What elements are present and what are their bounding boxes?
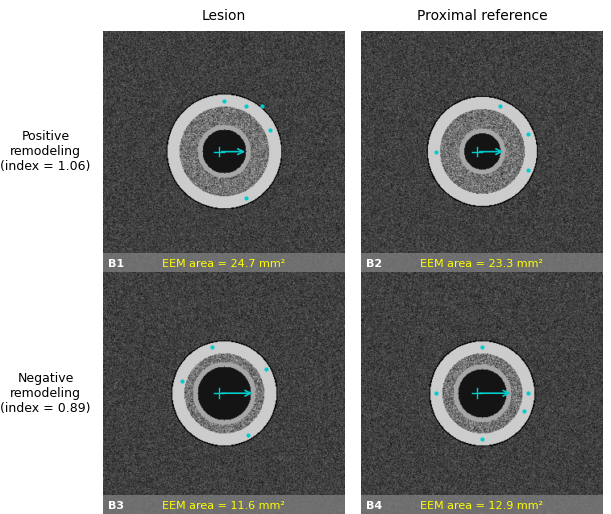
Text: EEM area = 24.7 mm²: EEM area = 24.7 mm² xyxy=(162,259,285,269)
Text: B2: B2 xyxy=(366,259,382,269)
Text: Negative
remodeling
(index = 0.89): Negative remodeling (index = 0.89) xyxy=(0,372,90,415)
Text: EEM area = 23.3 mm²: EEM area = 23.3 mm² xyxy=(420,259,543,269)
Bar xyxy=(361,494,602,514)
Bar xyxy=(103,253,345,272)
Text: B3: B3 xyxy=(108,501,124,510)
Text: Lesion: Lesion xyxy=(202,9,246,23)
Bar xyxy=(361,253,602,272)
Text: B1: B1 xyxy=(108,259,124,269)
Text: EEM area = 12.9 mm²: EEM area = 12.9 mm² xyxy=(420,501,544,510)
Text: EEM area = 11.6 mm²: EEM area = 11.6 mm² xyxy=(163,501,285,510)
Text: Proximal reference: Proximal reference xyxy=(417,9,547,23)
Text: Positive
remodeling
(index = 1.06): Positive remodeling (index = 1.06) xyxy=(0,130,90,173)
Bar xyxy=(103,494,345,514)
Text: B4: B4 xyxy=(366,501,382,510)
